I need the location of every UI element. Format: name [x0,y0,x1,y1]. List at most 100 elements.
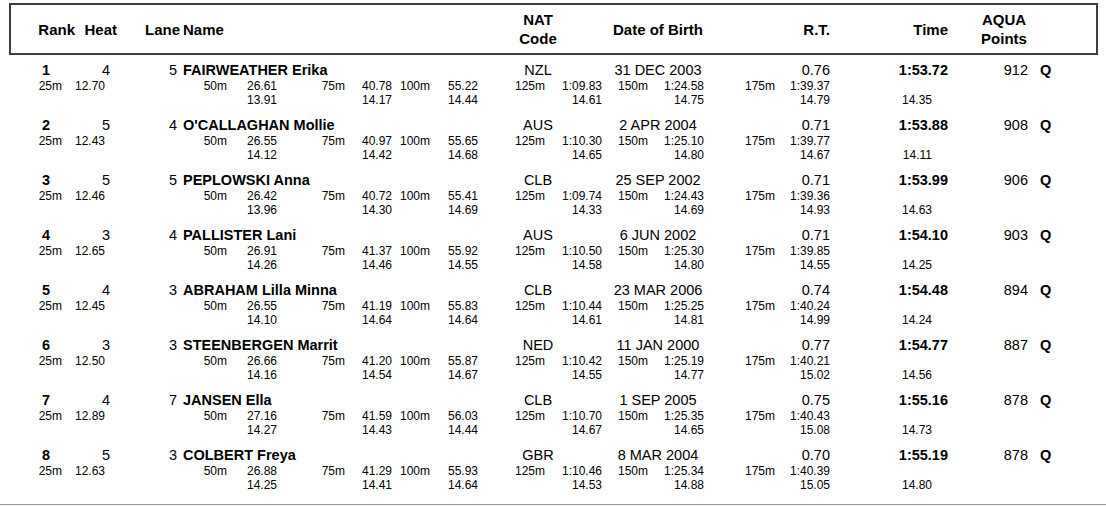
lap-time-150m: 14.75 [648,93,704,107]
swimmer-name: ABRAHAM Lilla Minna [177,281,480,299]
spacer [105,203,227,217]
split-label-75m: 75m [277,134,345,148]
rank-cell: 2 [0,116,50,134]
spacer [602,423,648,437]
heat-cell: 4 [50,61,110,79]
bottom-divider [0,504,1106,505]
swimmer-name: COLBERT Freya [177,446,480,464]
split-time-50m: 26.55 [227,134,277,148]
spacer [478,478,545,492]
qualified-badge: Q [1028,336,1060,354]
split-label-25m: 25m [0,464,62,478]
spacer [602,93,648,107]
splits-line: 25m 12.63 50m 26.88 75m 41.29 100m 55.93… [0,464,1106,478]
split-time-75m: 41.59 [345,409,392,423]
qualified-badge: Q [1028,281,1060,299]
split-time-75m: 40.72 [345,189,392,203]
split-label-75m: 75m [277,354,345,368]
spacer [478,203,545,217]
rank-cell: 6 [0,336,50,354]
last-lap-time: 14.63 [830,203,932,217]
laps-line: 14.26 14.46 14.55 14.58 14.80 14.55 14.2… [0,258,1106,272]
spacer [602,258,648,272]
reaction-time: 0.75 [720,391,830,409]
lap-time-150m: 14.65 [648,423,704,437]
splits-line: 25m 12.89 50m 27.16 75m 41.59 100m 56.03… [0,409,1106,423]
aqua-points: 906 [948,171,1028,189]
lap-time-75m: 14.46 [345,258,392,272]
split-time-175m: 1:39.36 [775,189,830,203]
header-rank: Rank [11,21,75,38]
results-rows: 1 4 5 FAIRWEATHER Erika NZL 31 DEC 2003 … [0,58,1106,498]
heat-cell: 4 [50,391,110,409]
lap-time-150m: 14.80 [648,148,704,162]
spacer [704,93,775,107]
lap-time-100m: 14.68 [430,148,478,162]
lane-cell: 7 [110,391,177,409]
split-time-175m: 1:39.77 [775,134,830,148]
split-time-50m: 26.55 [227,299,277,313]
spacer [62,148,105,162]
split-label-150m: 150m [602,134,648,148]
heat-cell: 5 [50,171,110,189]
lap-time-175m: 14.67 [775,148,830,162]
spacer [392,258,430,272]
lap-time-50m: 14.16 [227,368,277,382]
split-time-100m: 55.83 [430,299,478,313]
spacer [392,423,430,437]
final-time: 1:55.19 [830,446,948,464]
splits-line: 25m 12.70 50m 26.61 75m 40.78 100m 55.22… [0,79,1106,93]
split-label-125m: 125m [478,189,545,203]
rank-cell: 3 [0,171,50,189]
heat-cell: 3 [50,336,110,354]
spacer [602,313,648,327]
split-time-100m: 55.65 [430,134,478,148]
lap-time-50m: 14.27 [227,423,277,437]
split-time-100m: 55.22 [430,79,478,93]
lap-time-50m: 14.10 [227,313,277,327]
qualified-badge: Q [1028,171,1060,189]
spacer [0,203,62,217]
laps-line: 14.12 14.42 14.68 14.65 14.80 14.67 14.1… [0,148,1106,162]
split-label-175m: 175m [704,189,775,203]
split-label-100m: 100m [392,299,430,313]
split-label-50m: 50m [105,299,227,313]
spacer [277,93,345,107]
split-time-125m: 1:10.70 [545,409,602,423]
lap-time-100m: 14.69 [430,203,478,217]
lap-time-175m: 14.93 [775,203,830,217]
lap-time-50m: 14.26 [227,258,277,272]
split-time-175m: 1:40.21 [775,354,830,368]
date-of-birth: 1 SEP 2005 [596,391,720,409]
spacer [0,368,62,382]
heat-cell: 5 [50,116,110,134]
entry-line: 1 4 5 FAIRWEATHER Erika NZL 31 DEC 2003 … [0,61,1106,79]
spacer [62,93,105,107]
split-time-125m: 1:10.46 [545,464,602,478]
split-time-100m: 55.87 [430,354,478,368]
split-label-125m: 125m [478,464,545,478]
lap-time-75m: 14.64 [345,313,392,327]
lap-time-100m: 14.55 [430,258,478,272]
header-aqua-points: AQUA Points [948,10,1060,48]
split-time-75m: 41.29 [345,464,392,478]
split-label-75m: 75m [277,244,345,258]
lap-time-150m: 14.80 [648,258,704,272]
lap-time-150m: 14.77 [648,368,704,382]
splits-line: 25m 12.50 50m 26.66 75m 41.20 100m 55.87… [0,354,1106,368]
reaction-time: 0.71 [720,171,830,189]
lap-time-100m: 14.64 [430,478,478,492]
header-nat-line1: NAT [480,10,596,29]
lap-time-175m: 14.79 [775,93,830,107]
spacer [62,313,105,327]
heat-cell: 3 [50,226,110,244]
date-of-birth: 6 JUN 2002 [596,226,720,244]
split-label-100m: 100m [392,464,430,478]
split-label-25m: 25m [0,409,62,423]
qualified-badge: Q [1028,446,1060,464]
spacer [704,148,775,162]
spacer [0,313,62,327]
lap-time-175m: 14.55 [775,258,830,272]
lap-time-125m: 14.55 [545,368,602,382]
split-time-25m: 12.63 [62,464,105,478]
